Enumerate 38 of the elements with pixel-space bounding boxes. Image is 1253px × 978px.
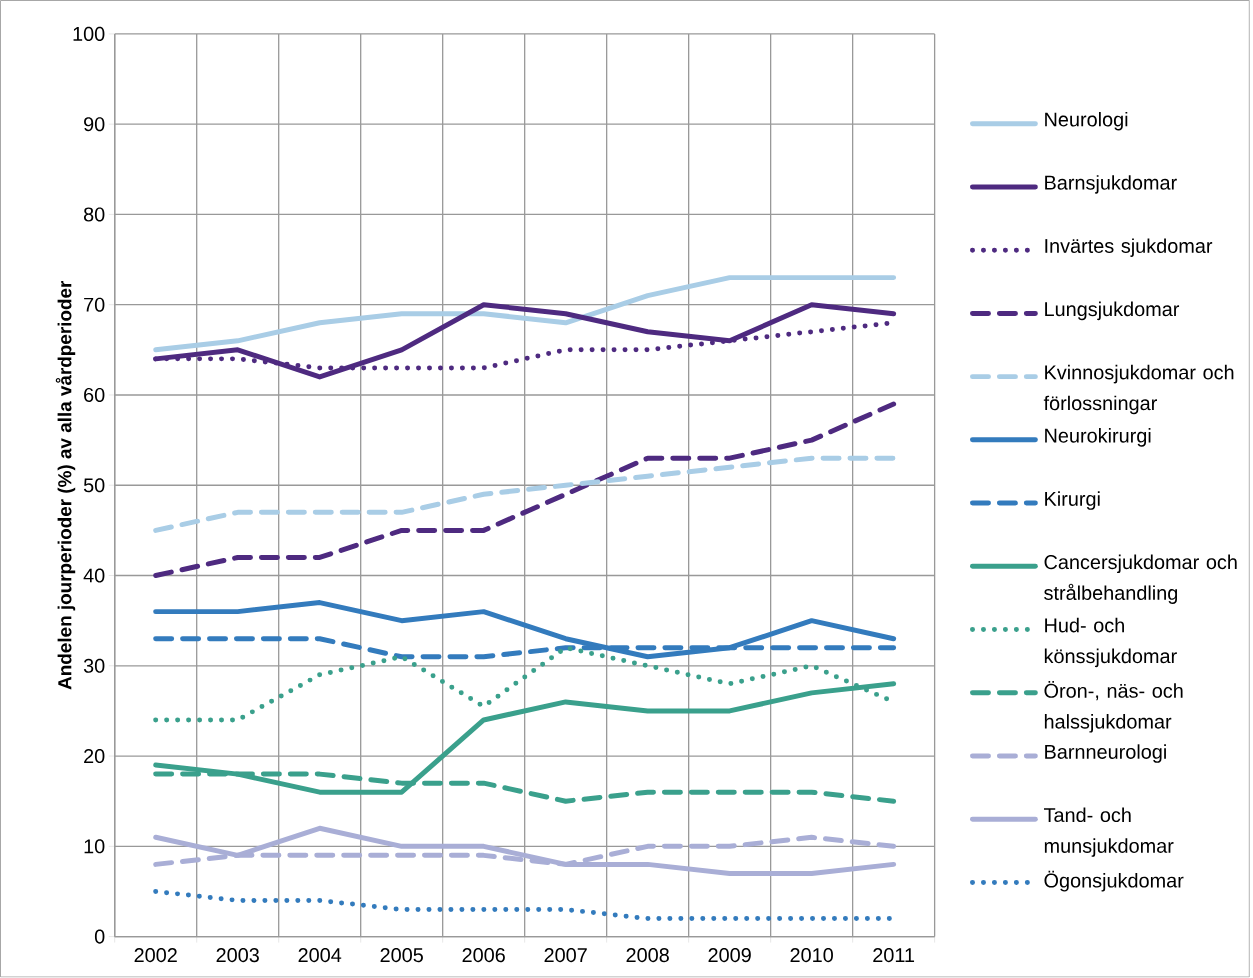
y-tick-label: 100 bbox=[73, 27, 105, 42]
legend-label: Kvinnosjukdomar och förlossningar bbox=[1043, 365, 1234, 415]
x-tick-label: 2009 bbox=[708, 948, 751, 963]
x-tick-label: 2003 bbox=[216, 948, 259, 963]
legend-label: Invärtes sjukdomar bbox=[1045, 238, 1213, 258]
y-tick-label: 0 bbox=[94, 929, 105, 944]
legend-label: Cancersjukdomar och strålbehandling bbox=[1044, 554, 1237, 605]
legend-label: Ögonsjukdomar bbox=[1044, 871, 1184, 892]
legend-label: Tand- och munsjukdomar bbox=[1044, 807, 1174, 858]
legend-label: Barnneurologi bbox=[1045, 744, 1166, 764]
line-series bbox=[153, 401, 897, 579]
legend-label: Hud- och könssjukdomar bbox=[1044, 618, 1177, 668]
y-tick-label: 20 bbox=[84, 749, 105, 764]
y-axis-title: Andelen jourperioder (%) av alla vårdperioder bbox=[55, 281, 76, 690]
legend-label: Neurokirurgi bbox=[1045, 428, 1151, 447]
x-tick-label: 2004 bbox=[298, 948, 342, 963]
y-tick-label: 40 bbox=[83, 568, 105, 583]
legend-label: Lungsjukdomar bbox=[1045, 301, 1180, 321]
x-tick-label: 2010 bbox=[790, 948, 833, 963]
y-tick-label: 30 bbox=[83, 659, 105, 674]
line-series bbox=[153, 826, 897, 877]
x-tick-label: 2005 bbox=[380, 948, 423, 963]
x-tick-label: 2007 bbox=[544, 948, 587, 963]
x-tick-label: 2006 bbox=[462, 948, 505, 963]
legend-label: Kirurgi bbox=[1045, 491, 1100, 511]
x-tick-label: 2008 bbox=[626, 948, 669, 963]
y-tick-label: 50 bbox=[83, 478, 105, 493]
x-tick-label: 2011 bbox=[873, 948, 915, 963]
y-tick-label: 70 bbox=[84, 297, 105, 312]
x-tick-label: 2002 bbox=[134, 948, 177, 963]
y-tick-label: 10 bbox=[84, 839, 105, 854]
line-series bbox=[153, 600, 897, 660]
legend-label: Neurologi bbox=[1045, 112, 1128, 131]
y-tick-label: 80 bbox=[83, 207, 105, 222]
legend-label: Barnsjukdomar bbox=[1045, 175, 1177, 194]
legend-label: Öron-, näs- och halssjukdomar bbox=[1044, 681, 1183, 733]
y-tick-label: 60 bbox=[84, 388, 105, 403]
y-tick-label: 90 bbox=[84, 117, 105, 132]
